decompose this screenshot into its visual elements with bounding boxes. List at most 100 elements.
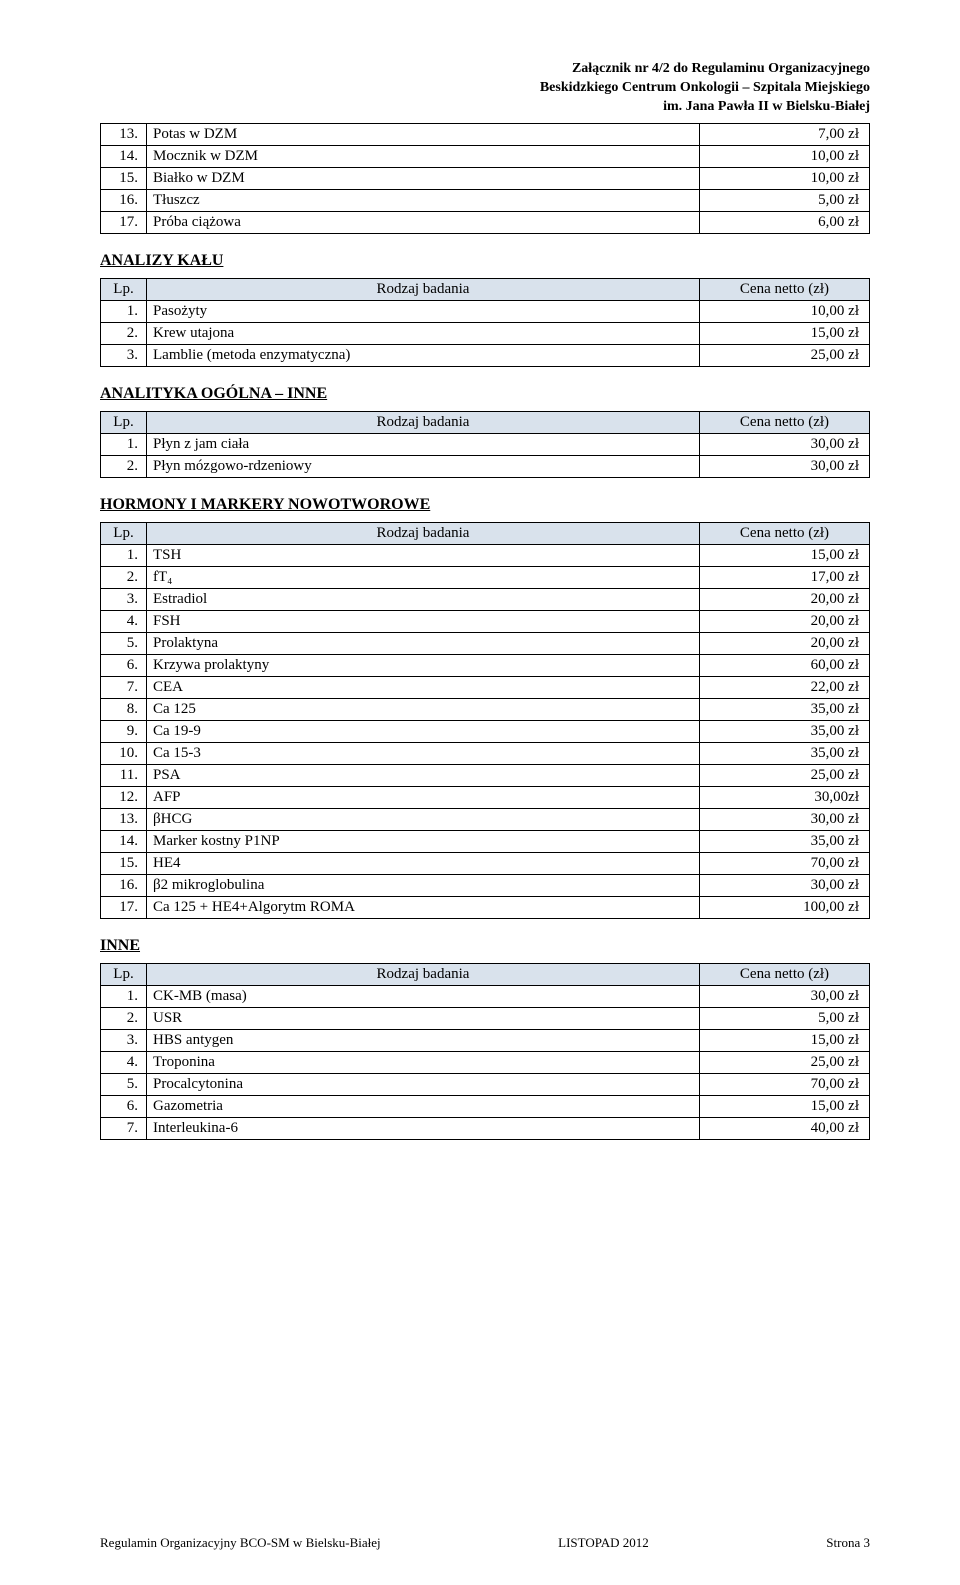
cell-name: Pasożyty [147, 300, 700, 322]
cell-name: Gazometria [147, 1095, 700, 1117]
cell-name: Troponina [147, 1051, 700, 1073]
cell-lp: 6. [101, 1095, 147, 1117]
table-header-row: Lp.Rodzaj badaniaCena netto (zł) [101, 411, 870, 433]
section-title: INNE [100, 937, 870, 955]
cell-name: Estradiol [147, 588, 700, 610]
cell-lp: 7. [101, 1117, 147, 1139]
cell-price: 5,00 zł [700, 189, 870, 211]
cell-name: fT₄ [147, 566, 700, 588]
table-row: 5.Prolaktyna20,00 zł [101, 632, 870, 654]
table-row: 1.Pasożyty10,00 zł [101, 300, 870, 322]
cell-name: PSA [147, 764, 700, 786]
cell-lp: 15. [101, 852, 147, 874]
table-row: 15.Białko w DZM10,00 zł [101, 167, 870, 189]
table-row: 1.CK-MB (masa)30,00 zł [101, 985, 870, 1007]
col-header-name: Rodzaj badania [147, 411, 700, 433]
cell-name: Marker kostny P1NP [147, 830, 700, 852]
table-body: 1.CK-MB (masa)30,00 zł2.USR5,00 zł3.HBS … [101, 985, 870, 1139]
cell-name: Płyn mózgowo-rdzeniowy [147, 455, 700, 477]
cell-name: Ca 15-3 [147, 742, 700, 764]
cell-name: βHCG [147, 808, 700, 830]
table-row: 13.βHCG30,00 zł [101, 808, 870, 830]
cell-name: Tłuszcz [147, 189, 700, 211]
cell-price: 15,00 zł [700, 1029, 870, 1051]
table-row: 6.Gazometria15,00 zł [101, 1095, 870, 1117]
table-body: 1.Pasożyty10,00 zł2.Krew utajona15,00 zł… [101, 300, 870, 366]
cell-lp: 17. [101, 211, 147, 233]
cell-name: USR [147, 1007, 700, 1029]
cell-lp: 4. [101, 1051, 147, 1073]
col-header-name: Rodzaj badania [147, 522, 700, 544]
cell-price: 6,00 zł [700, 211, 870, 233]
page-footer: Regulamin Organizacyjny BCO-SM w Bielsku… [100, 1535, 870, 1551]
footer-right: Strona 3 [826, 1535, 870, 1551]
cell-price: 30,00 zł [700, 808, 870, 830]
table-row: 2.fT₄17,00 zł [101, 566, 870, 588]
table-row: 7.CEA22,00 zł [101, 676, 870, 698]
cell-lp: 3. [101, 344, 147, 366]
col-header-price: Cena netto (zł) [700, 522, 870, 544]
header-line-1: Załącznik nr 4/2 do Regulaminu Organizac… [100, 60, 870, 79]
table-row: 7.Interleukina-640,00 zł [101, 1117, 870, 1139]
cell-lp: 1. [101, 544, 147, 566]
cell-lp: 10. [101, 742, 147, 764]
table-body: 1.TSH15,00 zł2.fT₄17,00 zł3.Estradiol20,… [101, 544, 870, 918]
cell-name: Interleukina-6 [147, 1117, 700, 1139]
col-header-lp: Lp. [101, 411, 147, 433]
col-header-name: Rodzaj badania [147, 963, 700, 985]
cell-name: Krzywa prolaktyny [147, 654, 700, 676]
table-row: 13.Potas w DZM7,00 zł [101, 123, 870, 145]
cell-price: 7,00 zł [700, 123, 870, 145]
cell-name: Potas w DZM [147, 123, 700, 145]
cell-lp: 14. [101, 830, 147, 852]
header-line-3: im. Jana Pawła II w Bielsku-Białej [100, 98, 870, 117]
table-row: 5.Procalcytonina70,00 zł [101, 1073, 870, 1095]
cell-name: Ca 19-9 [147, 720, 700, 742]
cell-lp: 2. [101, 566, 147, 588]
cell-name: CEA [147, 676, 700, 698]
cell-price: 15,00 zł [700, 544, 870, 566]
cell-name: HE4 [147, 852, 700, 874]
cell-lp: 4. [101, 610, 147, 632]
table-header-row: Lp.Rodzaj badaniaCena netto (zł) [101, 278, 870, 300]
cell-price: 35,00 zł [700, 720, 870, 742]
page: Załącznik nr 4/2 do Regulaminu Organizac… [0, 0, 960, 1585]
cell-name: AFP [147, 786, 700, 808]
cell-price: 10,00 zł [700, 145, 870, 167]
footer-center: LISTOPAD 2012 [558, 1535, 649, 1551]
section-title: ANALITYKA OGÓLNA – INNE [100, 385, 870, 403]
cell-lp: 2. [101, 455, 147, 477]
cell-lp: 15. [101, 167, 147, 189]
cell-name: Białko w DZM [147, 167, 700, 189]
cell-lp: 7. [101, 676, 147, 698]
table-row: 12.AFP30,00zł [101, 786, 870, 808]
cell-lp: 13. [101, 808, 147, 830]
section-title: ANALIZY KAŁU [100, 252, 870, 270]
col-header-price: Cena netto (zł) [700, 278, 870, 300]
table-row: 14.Mocznik w DZM10,00 zł [101, 145, 870, 167]
cell-lp: 11. [101, 764, 147, 786]
table-row: 4.FSH20,00 zł [101, 610, 870, 632]
cell-name: Mocznik w DZM [147, 145, 700, 167]
cell-name: Próba ciążowa [147, 211, 700, 233]
cell-price: 70,00 zł [700, 1073, 870, 1095]
col-header-name: Rodzaj badania [147, 278, 700, 300]
price-table: Lp.Rodzaj badaniaCena netto (zł)1.Płyn z… [100, 411, 870, 478]
price-table: Lp.Rodzaj badaniaCena netto (zł)1.CK-MB … [100, 963, 870, 1140]
cell-name: CK-MB (masa) [147, 985, 700, 1007]
cell-lp: 5. [101, 1073, 147, 1095]
cell-lp: 9. [101, 720, 147, 742]
cell-price: 100,00 zł [700, 896, 870, 918]
cell-lp: 3. [101, 1029, 147, 1051]
col-header-lp: Lp. [101, 963, 147, 985]
attachment-header: Załącznik nr 4/2 do Regulaminu Organizac… [100, 60, 870, 117]
table-row: 4.Troponina25,00 zł [101, 1051, 870, 1073]
cell-lp: 16. [101, 189, 147, 211]
cell-price: 5,00 zł [700, 1007, 870, 1029]
cell-price: 20,00 zł [700, 588, 870, 610]
cell-price: 60,00 zł [700, 654, 870, 676]
cell-price: 20,00 zł [700, 632, 870, 654]
table-row: 6.Krzywa prolaktyny60,00 zł [101, 654, 870, 676]
cell-lp: 2. [101, 322, 147, 344]
cell-price: 25,00 zł [700, 764, 870, 786]
